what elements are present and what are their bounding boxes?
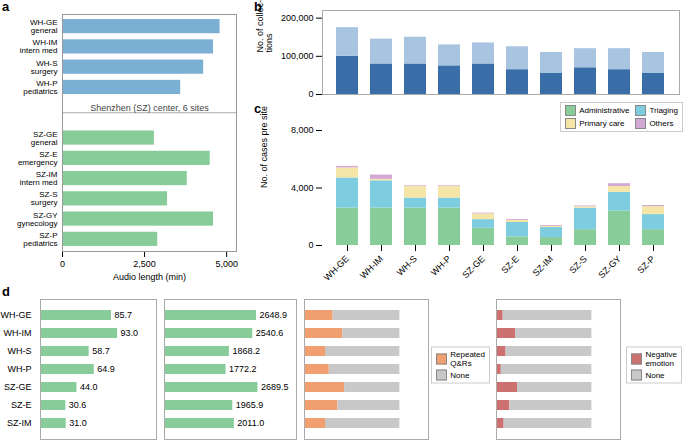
- svg-text:200,000: 200,000: [281, 13, 314, 23]
- svg-text:1868.2: 1868.2: [232, 346, 260, 356]
- svg-text:SZ-Eemergency: SZ-Eemergency: [18, 150, 58, 167]
- svg-text:8,000: 8,000: [291, 125, 314, 135]
- svg-text:2689.5: 2689.5: [261, 382, 289, 392]
- svg-text:WH-S: WH-S: [8, 346, 32, 356]
- svg-text:SZ-IM: SZ-IM: [531, 254, 555, 278]
- svg-text:2540.6: 2540.6: [256, 328, 284, 338]
- svg-text:31.0: 31.0: [69, 418, 87, 428]
- svg-text:WH-S: WH-S: [395, 254, 419, 278]
- svg-text:2,500: 2,500: [133, 259, 156, 269]
- svg-text:SZ-P: SZ-P: [635, 254, 657, 276]
- svg-text:SZ-Ppediatrics: SZ-Ppediatrics: [23, 231, 57, 248]
- svg-text:No. of collec-tions: No. of collec-tions: [255, 0, 274, 53]
- svg-text:58.7: 58.7: [92, 346, 110, 356]
- svg-text:WH-IMintern med: WH-IMintern med: [20, 38, 58, 55]
- svg-text:2011.0: 2011.0: [237, 418, 264, 428]
- svg-text:Shenzhen (SZ) center, 6 sites: Shenzhen (SZ) center, 6 sites: [90, 103, 209, 113]
- svg-text:WH-P: WH-P: [429, 254, 453, 278]
- svg-text:30.6: 30.6: [69, 400, 87, 410]
- svg-text:4,000: 4,000: [291, 183, 314, 193]
- svg-text:100,000: 100,000: [281, 51, 314, 61]
- svg-text:WH-GE: WH-GE: [1, 310, 32, 320]
- svg-text:Audio length (min): Audio length (min): [113, 272, 186, 282]
- svg-text:85.7: 85.7: [115, 310, 133, 320]
- svg-text:SZ-GY: SZ-GY: [596, 254, 623, 281]
- svg-text:SZ-GE: SZ-GE: [460, 254, 487, 281]
- svg-text:WH-IM: WH-IM: [358, 254, 385, 281]
- svg-text:SZ-S: SZ-S: [567, 254, 589, 276]
- svg-text:SZ-E: SZ-E: [499, 254, 521, 276]
- svg-text:WH-IM: WH-IM: [4, 328, 32, 338]
- svg-text:44.0: 44.0: [80, 382, 98, 392]
- svg-text:64.9: 64.9: [97, 364, 115, 374]
- svg-text:SZ-E: SZ-E: [11, 400, 32, 410]
- svg-text:SZ-GE: SZ-GE: [4, 382, 32, 392]
- svg-text:SZ-IM: SZ-IM: [7, 418, 32, 428]
- svg-text:0: 0: [308, 240, 313, 250]
- svg-text:WH-Ssurgery: WH-Ssurgery: [31, 59, 58, 76]
- svg-text:SZ-IMintern med: SZ-IMintern med: [20, 170, 58, 187]
- svg-text:SZ-GYgynecology: SZ-GYgynecology: [17, 211, 58, 228]
- svg-text:0: 0: [60, 259, 65, 269]
- svg-text:WH-GE: WH-GE: [322, 254, 351, 283]
- svg-text:WH-Ppediatrics: WH-Ppediatrics: [23, 79, 57, 96]
- svg-text:0: 0: [308, 89, 313, 99]
- svg-text:5,000: 5,000: [215, 259, 238, 269]
- svg-text:1772.2: 1772.2: [229, 364, 257, 374]
- svg-text:SZ-GEgeneral: SZ-GEgeneral: [31, 130, 58, 147]
- svg-text:SZ-Ssurgery: SZ-Ssurgery: [31, 190, 58, 207]
- svg-text:No. of cases pre site: No. of cases pre site: [259, 106, 269, 188]
- svg-text:2648.9: 2648.9: [260, 310, 288, 320]
- svg-text:WH-P: WH-P: [8, 364, 32, 374]
- svg-text:1965.9: 1965.9: [236, 400, 264, 410]
- svg-text:93.0: 93.0: [121, 328, 139, 338]
- svg-text:WH-GEgeneral: WH-GEgeneral: [30, 18, 58, 35]
